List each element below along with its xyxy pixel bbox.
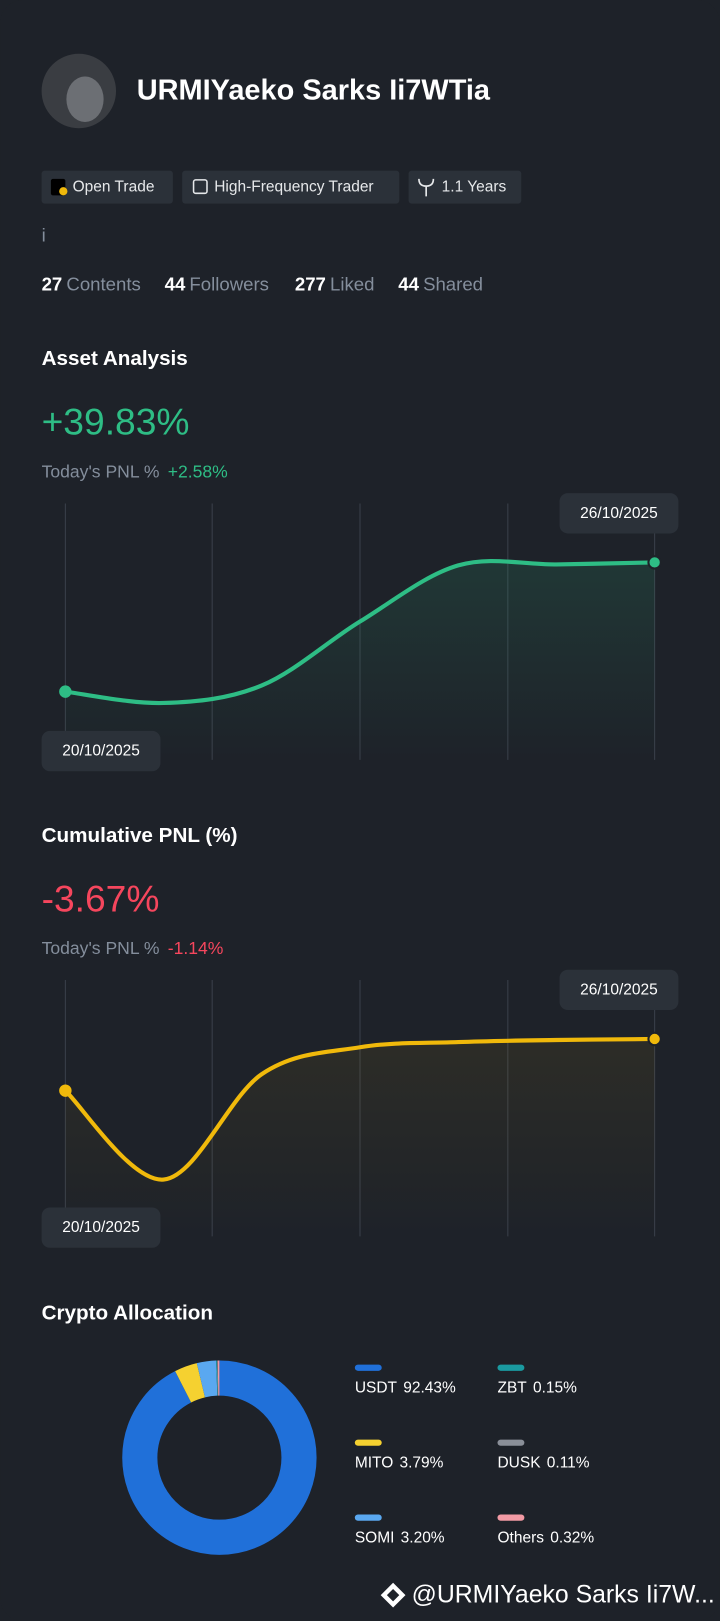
watermark: @URMIYaeko Sarks Ii7W... (380, 1582, 715, 1609)
date-badge (41, 1207, 161, 1248)
tag-label: High-Frequency Trader (214, 179, 373, 196)
line (63, 1036, 657, 1182)
today-pnl: Today's PNL % +2.58% (42, 461, 228, 481)
stat-label: Contents (66, 273, 140, 294)
tag-icon (418, 178, 435, 197)
user-name: URMIYaeko Sarks Ii7WTia (137, 75, 491, 107)
line-area (65, 1038, 655, 1237)
stat-value: 44 (165, 273, 186, 294)
stat-value: 44 (398, 273, 419, 294)
start-date: 20/10/2025 (62, 743, 140, 760)
today-pnl: Today's PNL % -1.14% (42, 938, 224, 958)
legend-name: SOMI (355, 1529, 395, 1546)
date-badge (41, 730, 161, 772)
legend-name: DUSK (497, 1454, 541, 1471)
bio: i (42, 225, 46, 246)
stat[interactable]: 27 Contents (42, 273, 141, 294)
legend-item: ZBT 0.15% (497, 1379, 577, 1396)
stats: 27 Contents 44 Followers 277 Liked 44 Shared (42, 273, 483, 294)
watermark-text: @URMIYaeko Sarks Ii7W... (412, 1582, 715, 1609)
end-point (647, 555, 662, 570)
today-pnl-label: Today's PNL % (42, 461, 160, 481)
tag-label: Open Trade (73, 179, 155, 196)
legend-value: 0.15% (533, 1379, 577, 1396)
legend-value: 3.79% (400, 1454, 444, 1471)
end-date: 26/10/2025 (580, 505, 658, 522)
stat-label: Liked (330, 273, 374, 294)
start-date: 20/10/2025 (62, 1219, 140, 1236)
stat[interactable]: 44 Followers (165, 273, 269, 294)
tag-icon (59, 187, 68, 196)
legend-value: 0.11% (547, 1454, 590, 1471)
legend-swatch (497, 1439, 525, 1446)
watermark-logo (380, 1582, 406, 1608)
legend-item: USDT 92.43% (355, 1379, 456, 1396)
today-pnl-label: Today's PNL % (42, 938, 160, 958)
today-pnl-value: -1.14% (168, 938, 224, 958)
stat-label: Shared (423, 273, 483, 294)
legend-name: Others (497, 1529, 544, 1546)
headline-value: -3.67% (42, 877, 160, 919)
line-area (65, 561, 655, 760)
legend-item: Others 0.32% (497, 1529, 594, 1546)
avatar-figure (66, 76, 104, 122)
end-point (647, 1031, 662, 1047)
legend-swatch (354, 1514, 382, 1521)
headline-value: +39.83% (42, 401, 190, 443)
legend-name: ZBT (497, 1379, 527, 1396)
legend-value: 92.43% (403, 1379, 456, 1396)
date-badge (559, 493, 679, 534)
legend-name: MITO (355, 1454, 393, 1471)
legend-item: MITO 3.79% (355, 1454, 444, 1471)
today-pnl-value: +2.58% (168, 461, 228, 481)
tag (41, 170, 173, 204)
legend-item: DUSK 0.11% (497, 1454, 589, 1471)
legend-swatch (354, 1439, 382, 1446)
section-title: Crypto Allocation (42, 1301, 213, 1324)
line (63, 558, 657, 706)
stat-value: 277 (295, 273, 326, 294)
section-title: Asset Analysis (42, 347, 188, 370)
start-point (59, 685, 72, 698)
date-badge (559, 969, 679, 1011)
end-date: 26/10/2025 (580, 981, 658, 998)
legend-swatch (497, 1514, 525, 1521)
legend-value: 3.20% (401, 1529, 445, 1546)
tag (408, 170, 522, 204)
legend-value: 0.32% (550, 1529, 594, 1546)
stat[interactable]: 44 Shared (398, 273, 483, 294)
legend-swatch (497, 1364, 525, 1371)
legend-name: USDT (355, 1379, 398, 1396)
tag (182, 170, 400, 204)
donut-segment (122, 1360, 317, 1555)
legend-swatch (354, 1364, 382, 1371)
tag-icon (192, 179, 208, 195)
stat-value: 27 (42, 273, 63, 294)
stat[interactable]: 277 Liked (295, 273, 375, 294)
tags: Open Trade High-Frequency Trader 1.1 Yea… (41, 170, 522, 204)
start-point (59, 1084, 72, 1097)
legend-item: SOMI 3.20% (355, 1529, 445, 1546)
stat-label: Followers (189, 273, 269, 294)
section-title: Cumulative PNL (%) (42, 824, 238, 847)
tag-label: 1.1 Years (442, 179, 507, 196)
